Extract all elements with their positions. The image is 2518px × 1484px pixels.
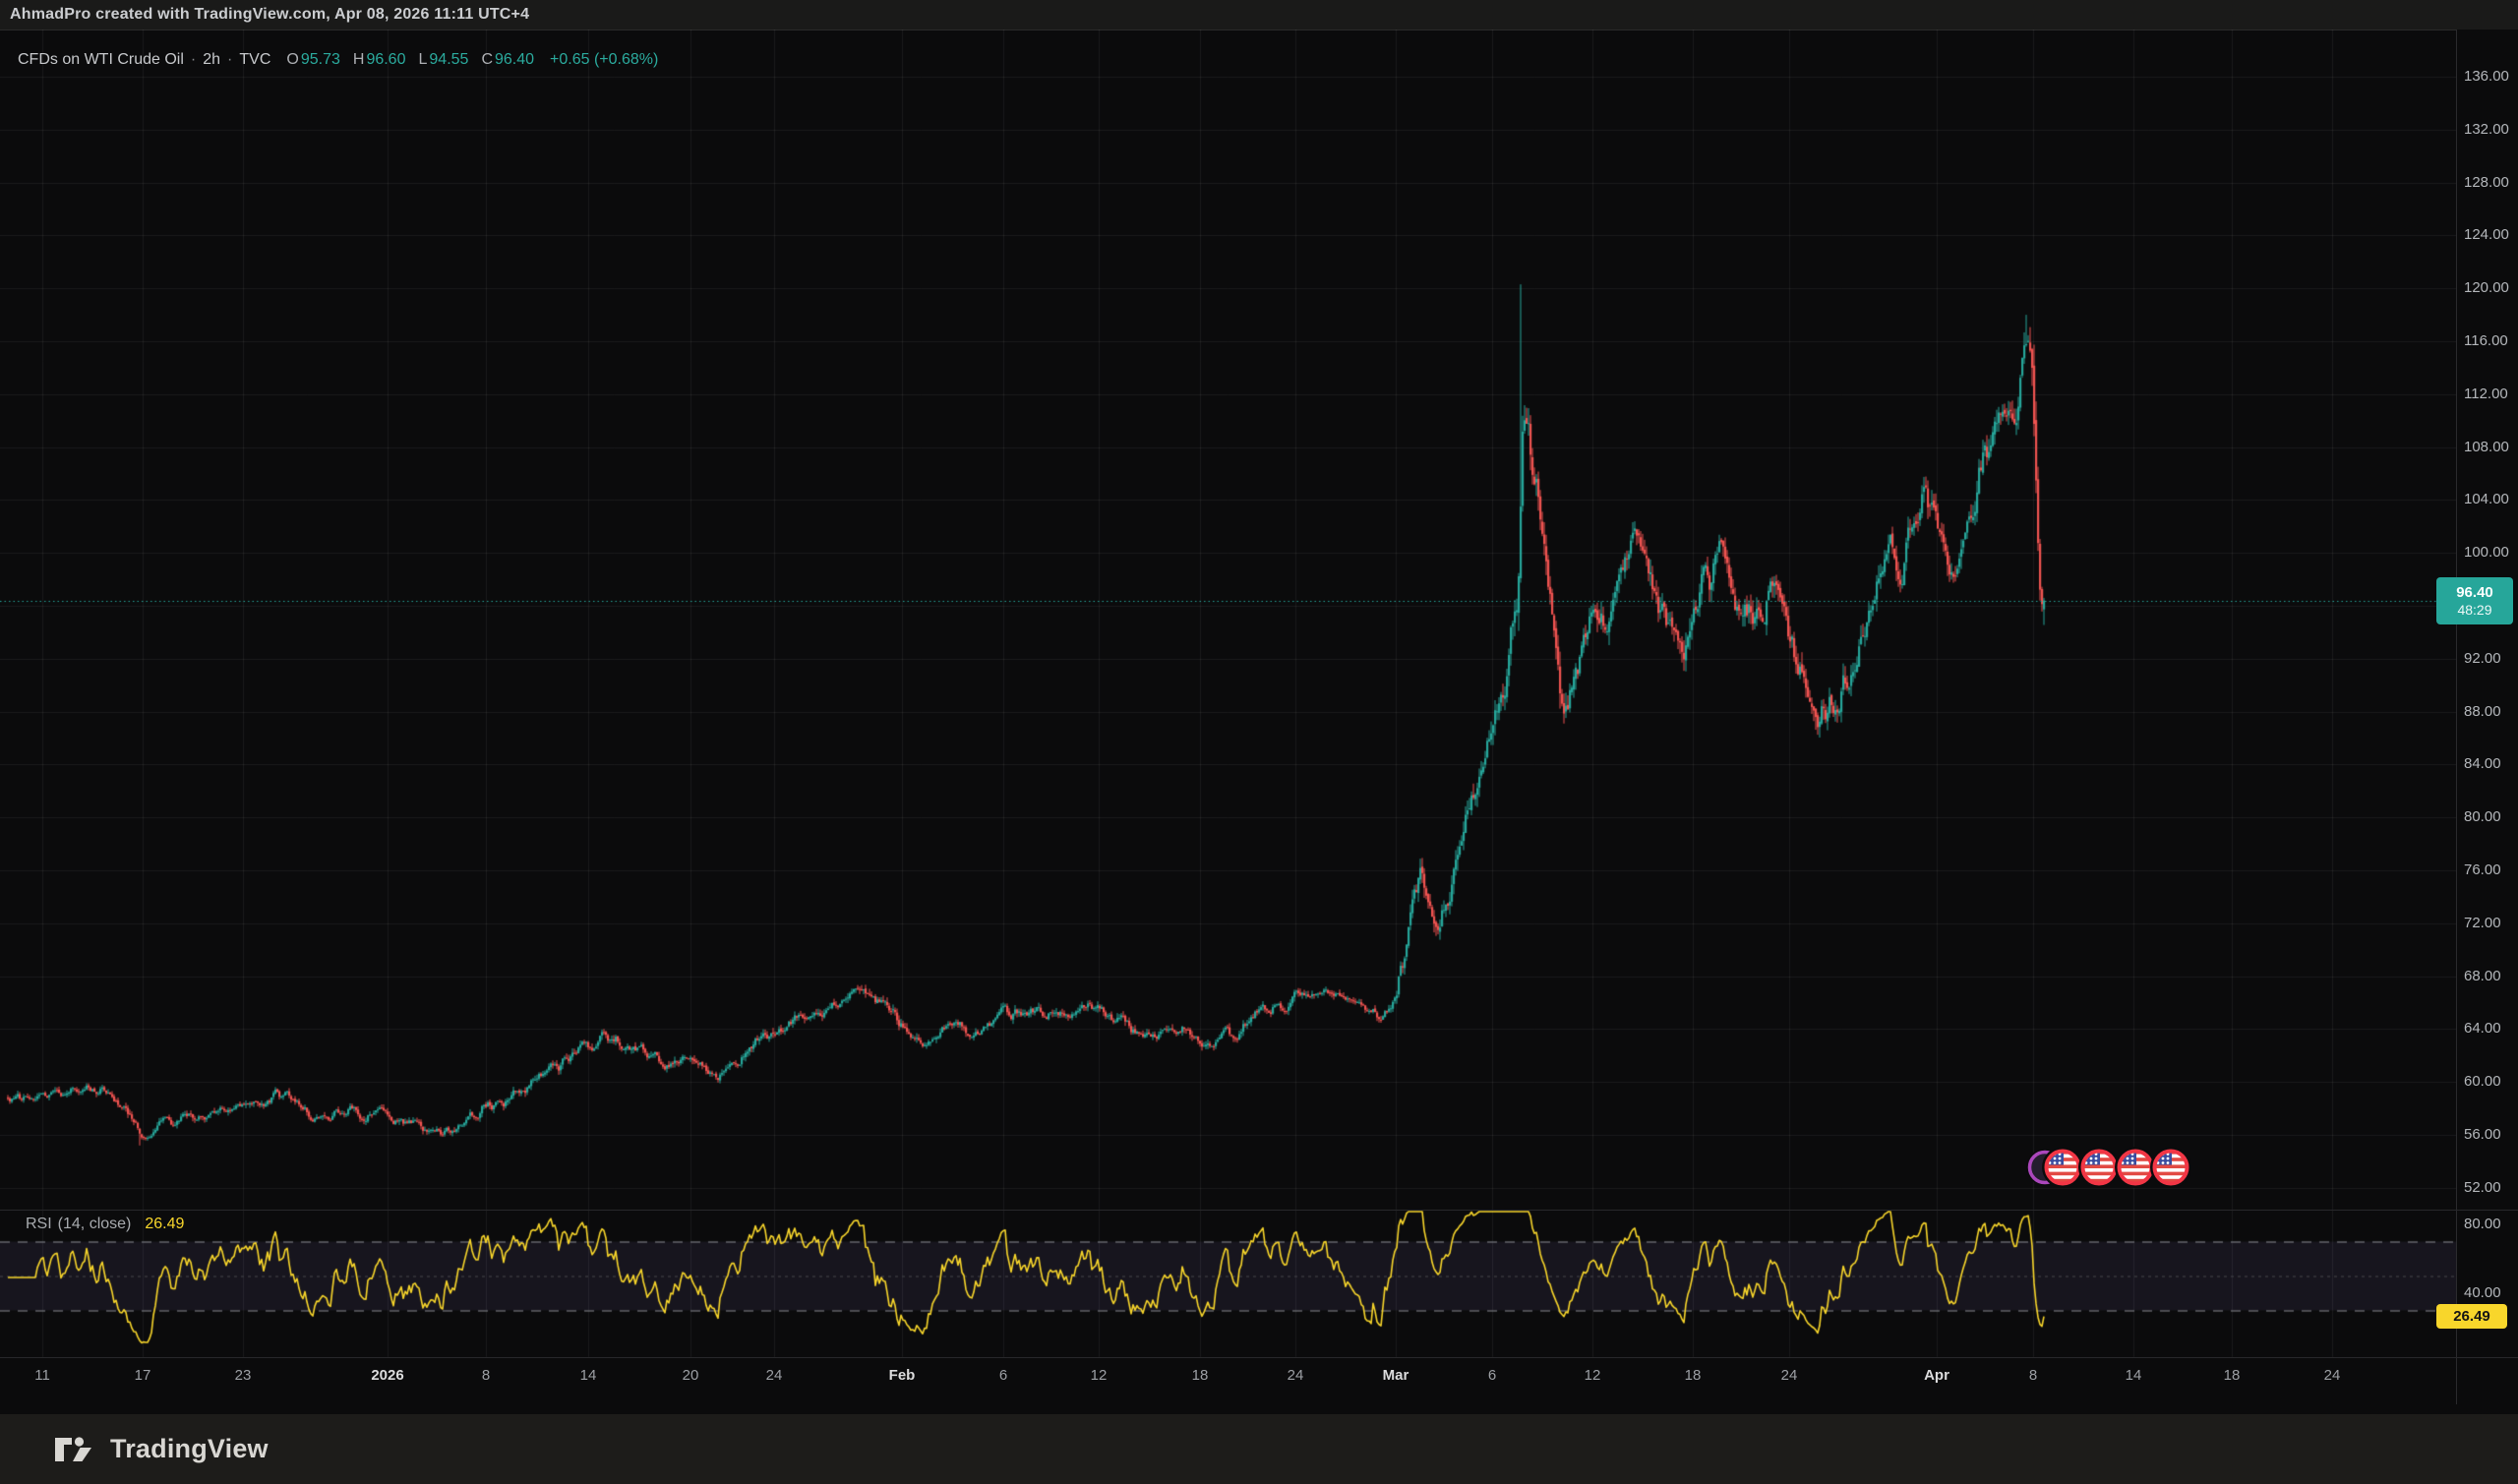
price-tick-label: 76.00 xyxy=(2464,861,2501,878)
price-tick-label: 116.00 xyxy=(2464,332,2508,349)
time-tick-label: 2026 xyxy=(371,1367,404,1384)
tradingview-brand-text: TradingView xyxy=(110,1434,269,1463)
time-tick-label: 24 xyxy=(2323,1367,2341,1384)
price-tick-label: 52.00 xyxy=(2464,1178,2501,1196)
ohlc-values: O 95.73 H 96.60 L 94.55 C 96.40 +0.65 (+0.68… xyxy=(286,51,658,69)
open-value: 95.73 xyxy=(300,51,340,68)
interval-label[interactable]: 2h xyxy=(203,51,221,68)
time-axis[interactable]: 11 17 23 2026 8 14 20 24 Feb 6 12 18 24 Mar 6 12 18 24 Apr… xyxy=(0,1358,2456,1404)
time-tick-label: Mar xyxy=(1382,1367,1409,1384)
time-tick-label: 18 xyxy=(1191,1367,1209,1384)
price-axis[interactable]: 136.00 132.00 128.00 124.00 120.00 116.00 112.… xyxy=(2456,30,2518,1404)
bar-countdown: 48:29 xyxy=(2457,601,2492,618)
time-tick-label: 11 xyxy=(34,1367,50,1384)
price-tick-label: 100.00 xyxy=(2464,544,2509,562)
rsi-tick-label: 80.00 xyxy=(2464,1216,2501,1232)
time-tick-label: 24 xyxy=(1287,1367,1304,1384)
high-label: H xyxy=(352,51,365,68)
price-tick-label: 56.00 xyxy=(2464,1126,2501,1143)
pane-separator[interactable] xyxy=(0,1210,2518,1211)
time-tick-label: 20 xyxy=(682,1367,699,1384)
time-tick-label: 24 xyxy=(765,1367,783,1384)
legend-separator: · xyxy=(227,51,233,68)
exchange-label: TVC xyxy=(239,51,271,68)
chart-canvas[interactable] xyxy=(0,30,2456,1358)
us-flag-event-icon[interactable] xyxy=(2078,1147,2120,1188)
time-tick-label: Apr xyxy=(1924,1367,1949,1384)
tradingview-logo-icon xyxy=(55,1436,92,1461)
price-tick-label: 120.00 xyxy=(2464,279,2509,297)
price-tick-label: 80.00 xyxy=(2464,808,2501,826)
price-tick-label: 88.00 xyxy=(2464,702,2501,720)
rsi-current-value: 26.49 xyxy=(145,1216,185,1232)
time-tick-label: 18 xyxy=(1684,1367,1702,1384)
price-tick-label: 64.00 xyxy=(2464,1020,2501,1038)
time-tick-label: 8 xyxy=(2028,1367,2038,1384)
rsi-value-badge: 26.49 xyxy=(2436,1304,2507,1330)
rsi-params: (14, close) xyxy=(57,1216,132,1232)
time-tick-label: 17 xyxy=(134,1367,151,1384)
current-price-badge: 96.40 48:29 xyxy=(2436,576,2513,624)
time-axis-separator xyxy=(0,1357,2518,1358)
price-tick-label: 108.00 xyxy=(2464,438,2509,455)
time-tick-label: Feb xyxy=(888,1367,916,1384)
close-label: C xyxy=(481,51,493,68)
time-tick-label: 14 xyxy=(2125,1367,2142,1384)
current-price-value: 96.40 xyxy=(2456,583,2493,601)
rsi-legend[interactable]: RSI (14, close) 26.49 xyxy=(26,1216,184,1233)
price-axis-border xyxy=(2456,30,2457,1404)
low-value: 94.55 xyxy=(429,51,469,68)
price-tick-label: 92.00 xyxy=(2464,649,2501,667)
time-tick-label: 14 xyxy=(579,1367,597,1384)
us-flag-event-icon[interactable] xyxy=(2150,1147,2191,1188)
high-value: 96.60 xyxy=(366,51,406,68)
price-tick-label: 132.00 xyxy=(2464,120,2509,138)
price-tick-label: 104.00 xyxy=(2464,491,2509,508)
price-tick-label: 68.00 xyxy=(2464,967,2501,984)
time-tick-label: 6 xyxy=(998,1367,1008,1384)
legend-separator: · xyxy=(190,51,197,68)
footer: TradingView xyxy=(0,1414,2518,1484)
time-tick-label: 6 xyxy=(1487,1367,1497,1384)
us-flag-event-icon[interactable] xyxy=(2115,1147,2156,1188)
rsi-badge-value: 26.49 xyxy=(2453,1308,2490,1326)
attribution-text: AhmadPro created with TradingView.com, A… xyxy=(10,6,530,23)
time-tick-label: 18 xyxy=(2223,1367,2241,1384)
event-markers[interactable] xyxy=(2022,1142,2195,1193)
symbol-legend[interactable]: CFDs on WTI Crude Oil · 2h · TVC O 95.73 … xyxy=(18,51,658,69)
price-tick-label: 72.00 xyxy=(2464,914,2501,931)
price-tick-label: 128.00 xyxy=(2464,173,2509,191)
open-label: O xyxy=(286,51,299,68)
top-bar: AhmadPro created with TradingView.com, A… xyxy=(0,0,2518,30)
us-flag-event-icon[interactable] xyxy=(2042,1147,2083,1188)
tradingview-logo[interactable]: TradingView xyxy=(53,1434,269,1465)
low-label: L xyxy=(418,51,428,68)
price-tick-label: 60.00 xyxy=(2464,1073,2501,1091)
close-value: 96.40 xyxy=(495,51,535,68)
time-tick-label: 24 xyxy=(1780,1367,1798,1384)
price-tick-label: 84.00 xyxy=(2464,755,2501,773)
time-tick-label: 23 xyxy=(234,1367,252,1384)
price-tick-label: 112.00 xyxy=(2464,385,2508,402)
change-value: +0.65 (+0.68%) xyxy=(550,51,659,68)
time-tick-label: 12 xyxy=(1090,1367,1108,1384)
time-tick-label: 8 xyxy=(481,1367,491,1384)
time-tick-label: 12 xyxy=(1584,1367,1601,1384)
price-tick-label: 136.00 xyxy=(2464,68,2509,85)
rsi-title[interactable]: RSI xyxy=(26,1216,52,1232)
symbol-title[interactable]: CFDs on WTI Crude Oil xyxy=(18,51,184,68)
price-tick-label: 124.00 xyxy=(2464,226,2509,244)
rsi-tick-label: 40.00 xyxy=(2464,1284,2501,1301)
